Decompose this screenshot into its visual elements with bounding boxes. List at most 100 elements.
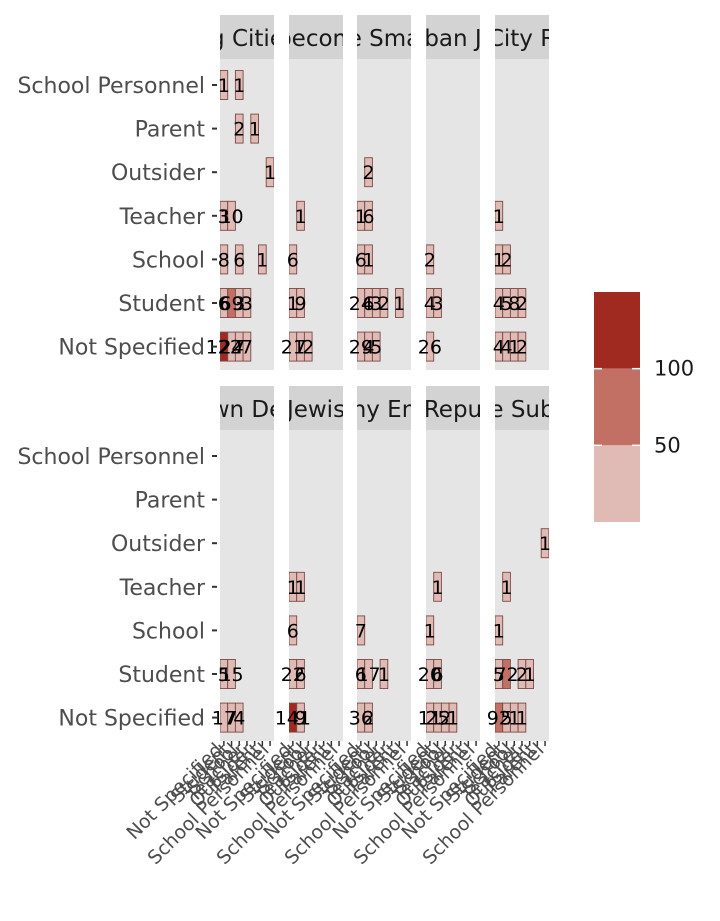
cell-value-label: 1 [233,75,245,97]
cell-value-label: 5 [493,664,505,686]
cell-value-label: 17 [356,664,380,686]
color-legend: 100 50 [594,292,694,522]
cell-value-label: 4 [424,293,436,315]
heatmap-cell-parent-outsider [250,113,259,144]
cell-value-label: 5 [370,337,382,359]
cell-value-label: 1 [493,249,505,271]
heatmap-cell-teacher-student [296,200,305,231]
heatmap-cell-teacher-student [364,200,373,231]
heatmap-cell-teacher-not-specified [495,200,504,231]
heatmap-cell-not-specified-teacher [242,331,252,362]
cell-value-label: 6 [287,249,299,271]
heatmap-cell-teacher-student [502,571,511,602]
panel-cells [426,244,442,362]
cell-value-label: 8 [218,249,230,271]
y-axis-labels: School Personnel Parent Outsider Teacher Sch… [17,74,217,732]
y-axis-label-student: Student [118,663,205,688]
cell-value-label: 1 [539,533,551,555]
heatmap-cell-student-student [433,659,442,689]
heatmap-cell-student-student [433,288,442,318]
facet-strip-label: g Citie [210,26,284,52]
cell-value-label: 1 [363,249,375,271]
cell-value-label: 1 [501,577,513,599]
cell-value-label: 6 [363,206,375,228]
heatmap-cell-outsider-student [364,157,373,188]
heatmap-cell-not-specified-student [364,702,373,733]
cell-value-label: 24 [219,337,243,359]
facet-strip-background [220,386,274,430]
cell-value-label: 7 [295,337,307,359]
facet-strip-label: Jewis [285,397,345,423]
cell-value-label: 17 [212,708,236,730]
cell-value-label: 6 [218,293,230,315]
legend-color-bin [594,292,640,369]
cell-value-label: 6 [233,249,245,271]
heatmap-cell-school-parent [258,244,267,275]
heatmap-cell-teacher-student [296,571,305,602]
heatmap-cell-not-specified-teacher [517,702,527,733]
cell-value-label: 24 [349,293,373,315]
panel-cells [495,200,527,362]
heatmap-cell-student-outsider [525,659,534,689]
cell-value-label: 1 [249,119,261,141]
heatmap-cell-student-parent [395,288,404,318]
cell-value-label: 2 [233,119,245,141]
cell-value-label: 20 [418,664,442,686]
cell-value-label: 4 [493,293,505,315]
heatmap-cell-school-not-specified [357,615,366,646]
cell-value-label: 1 [508,337,520,359]
panel-background [495,59,549,370]
cell-value-label: 3 [218,206,230,228]
cell-value-label: 1 [287,577,299,599]
heatmap-cell-not-specified-not-specified [426,331,435,362]
cell-value-label: 5 [501,708,513,730]
cell-value-label: 2 [302,337,314,359]
y-axis-label-school: School [132,619,205,644]
cell-value-label: 4 [493,337,505,359]
y-axis-label-outsider: Outsider [111,161,206,186]
heatmap-cell-parent-school [234,113,244,144]
cell-value-label: 2 [439,708,451,730]
cell-value-label: 7 [233,337,245,359]
cell-value-label: 25 [425,708,449,730]
cell-value-label: 4 [501,337,513,359]
cell-value-label: 1 [508,708,520,730]
cell-value-label: 1 [287,293,299,315]
heatmap-cell-school-personnel-school [234,70,244,100]
cell-value-label: 9 [295,708,307,730]
panel-background [220,430,274,741]
heatmap-cell-school-not-specified [426,244,435,275]
cell-value-label: 6 [432,664,444,686]
y-axis-label-school-personnel: School Personnel [17,445,205,470]
heatmap-cell-school-not-specified [220,244,229,275]
cell-value-label: 2 [516,293,528,315]
cell-value-label: 1 [524,664,536,686]
legend-color-bin [594,445,640,522]
y-axis-label-not-specified: Not Specified [58,336,205,361]
y-axis-label-parent: Parent [135,489,206,514]
heatmap-cell-student-student [296,659,305,689]
cell-value-label: 6 [295,664,307,686]
cell-value-label: 2 [378,293,390,315]
cell-value-label: 6 [355,664,367,686]
heatmap-cell-teacher-student [433,571,442,602]
cell-value-label: 122 [206,337,242,359]
cell-value-label: 2 [424,249,436,271]
y-axis-label-not-specified: Not Specified [58,707,205,732]
heatmap-cell-school-personnel-not-specified [220,70,229,100]
cell-value-label: 5 [501,293,513,315]
cell-value-label: 1 [295,577,307,599]
facet-strip-label: wn De [211,397,284,423]
cell-value-label: 1 [355,206,367,228]
panel-cells [289,200,313,362]
cell-value-label: 2 [501,249,513,271]
cell-value-label: 1 [493,206,505,228]
panel-cells [495,528,549,733]
heatmap-cell-not-specified-school [303,331,313,362]
